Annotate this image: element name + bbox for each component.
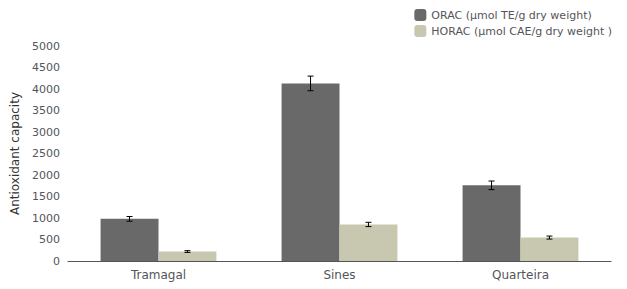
svg-text:2500: 2500: [32, 147, 60, 160]
svg-text:ORAC (μmol TE/g dry weight): ORAC (μmol TE/g dry weight): [431, 9, 591, 22]
svg-text:500: 500: [39, 233, 60, 246]
svg-text:HORAC (μmol CAE/g dry weight ): HORAC (μmol CAE/g dry weight ): [431, 25, 612, 38]
svg-text:1000: 1000: [32, 212, 60, 225]
svg-text:3000: 3000: [32, 126, 60, 139]
svg-text:Antioxidant capacity: Antioxidant capacity: [8, 92, 22, 215]
svg-text:Tramagal: Tramagal: [130, 268, 186, 282]
svg-text:0: 0: [53, 255, 60, 268]
svg-text:3500: 3500: [32, 104, 60, 117]
svg-text:2000: 2000: [32, 169, 60, 182]
svg-text:Quarteira: Quarteira: [492, 268, 549, 282]
svg-text:Sines: Sines: [323, 268, 355, 282]
svg-text:1500: 1500: [32, 190, 60, 203]
svg-text:4000: 4000: [32, 83, 60, 96]
svg-text:4500: 4500: [32, 61, 60, 74]
svg-text:5000: 5000: [32, 40, 60, 53]
